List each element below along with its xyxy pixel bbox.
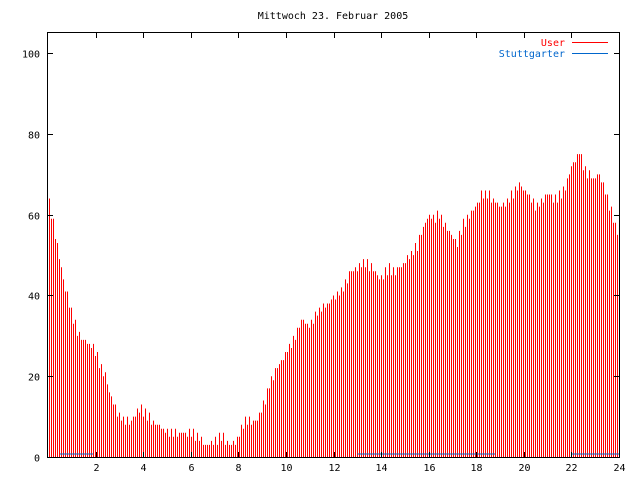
x-tick-label: 10 bbox=[280, 463, 292, 474]
y-axis: 0 20 40 60 80 100 bbox=[22, 50, 619, 465]
y-tick-label: 0 bbox=[34, 454, 40, 465]
x-axis: 2 4 6 8 10 12 14 16 18 20 22 24 bbox=[93, 33, 626, 474]
x-tick-label: 2 bbox=[93, 463, 99, 474]
y-tick-label: 100 bbox=[22, 50, 40, 61]
y-tick-label: 20 bbox=[28, 373, 40, 384]
x-tick-label: 16 bbox=[423, 463, 435, 474]
x-tick-label: 6 bbox=[188, 463, 194, 474]
plot-frame bbox=[47, 32, 620, 458]
x-tick-label: 18 bbox=[470, 463, 482, 474]
x-tick-label: 4 bbox=[140, 463, 146, 474]
x-tick-label: 8 bbox=[235, 463, 241, 474]
x-tick-label: 20 bbox=[518, 463, 530, 474]
chart-title: Mittwoch 23. Februar 2005 bbox=[258, 11, 409, 22]
legend-label-stuttgarter: Stuttgarter bbox=[499, 49, 565, 60]
x-tick-label: 22 bbox=[565, 463, 577, 474]
x-tick-label: 24 bbox=[613, 463, 625, 474]
legend-label-user: User bbox=[541, 38, 565, 49]
x-tick-label: 14 bbox=[375, 463, 387, 474]
y-tick-label: 40 bbox=[28, 292, 40, 303]
user-bars bbox=[49, 154, 618, 457]
y-tick-label: 60 bbox=[28, 212, 40, 223]
y-tick-label: 80 bbox=[28, 131, 40, 142]
x-tick-label: 12 bbox=[328, 463, 340, 474]
legend: User Stuttgarter bbox=[499, 38, 608, 60]
